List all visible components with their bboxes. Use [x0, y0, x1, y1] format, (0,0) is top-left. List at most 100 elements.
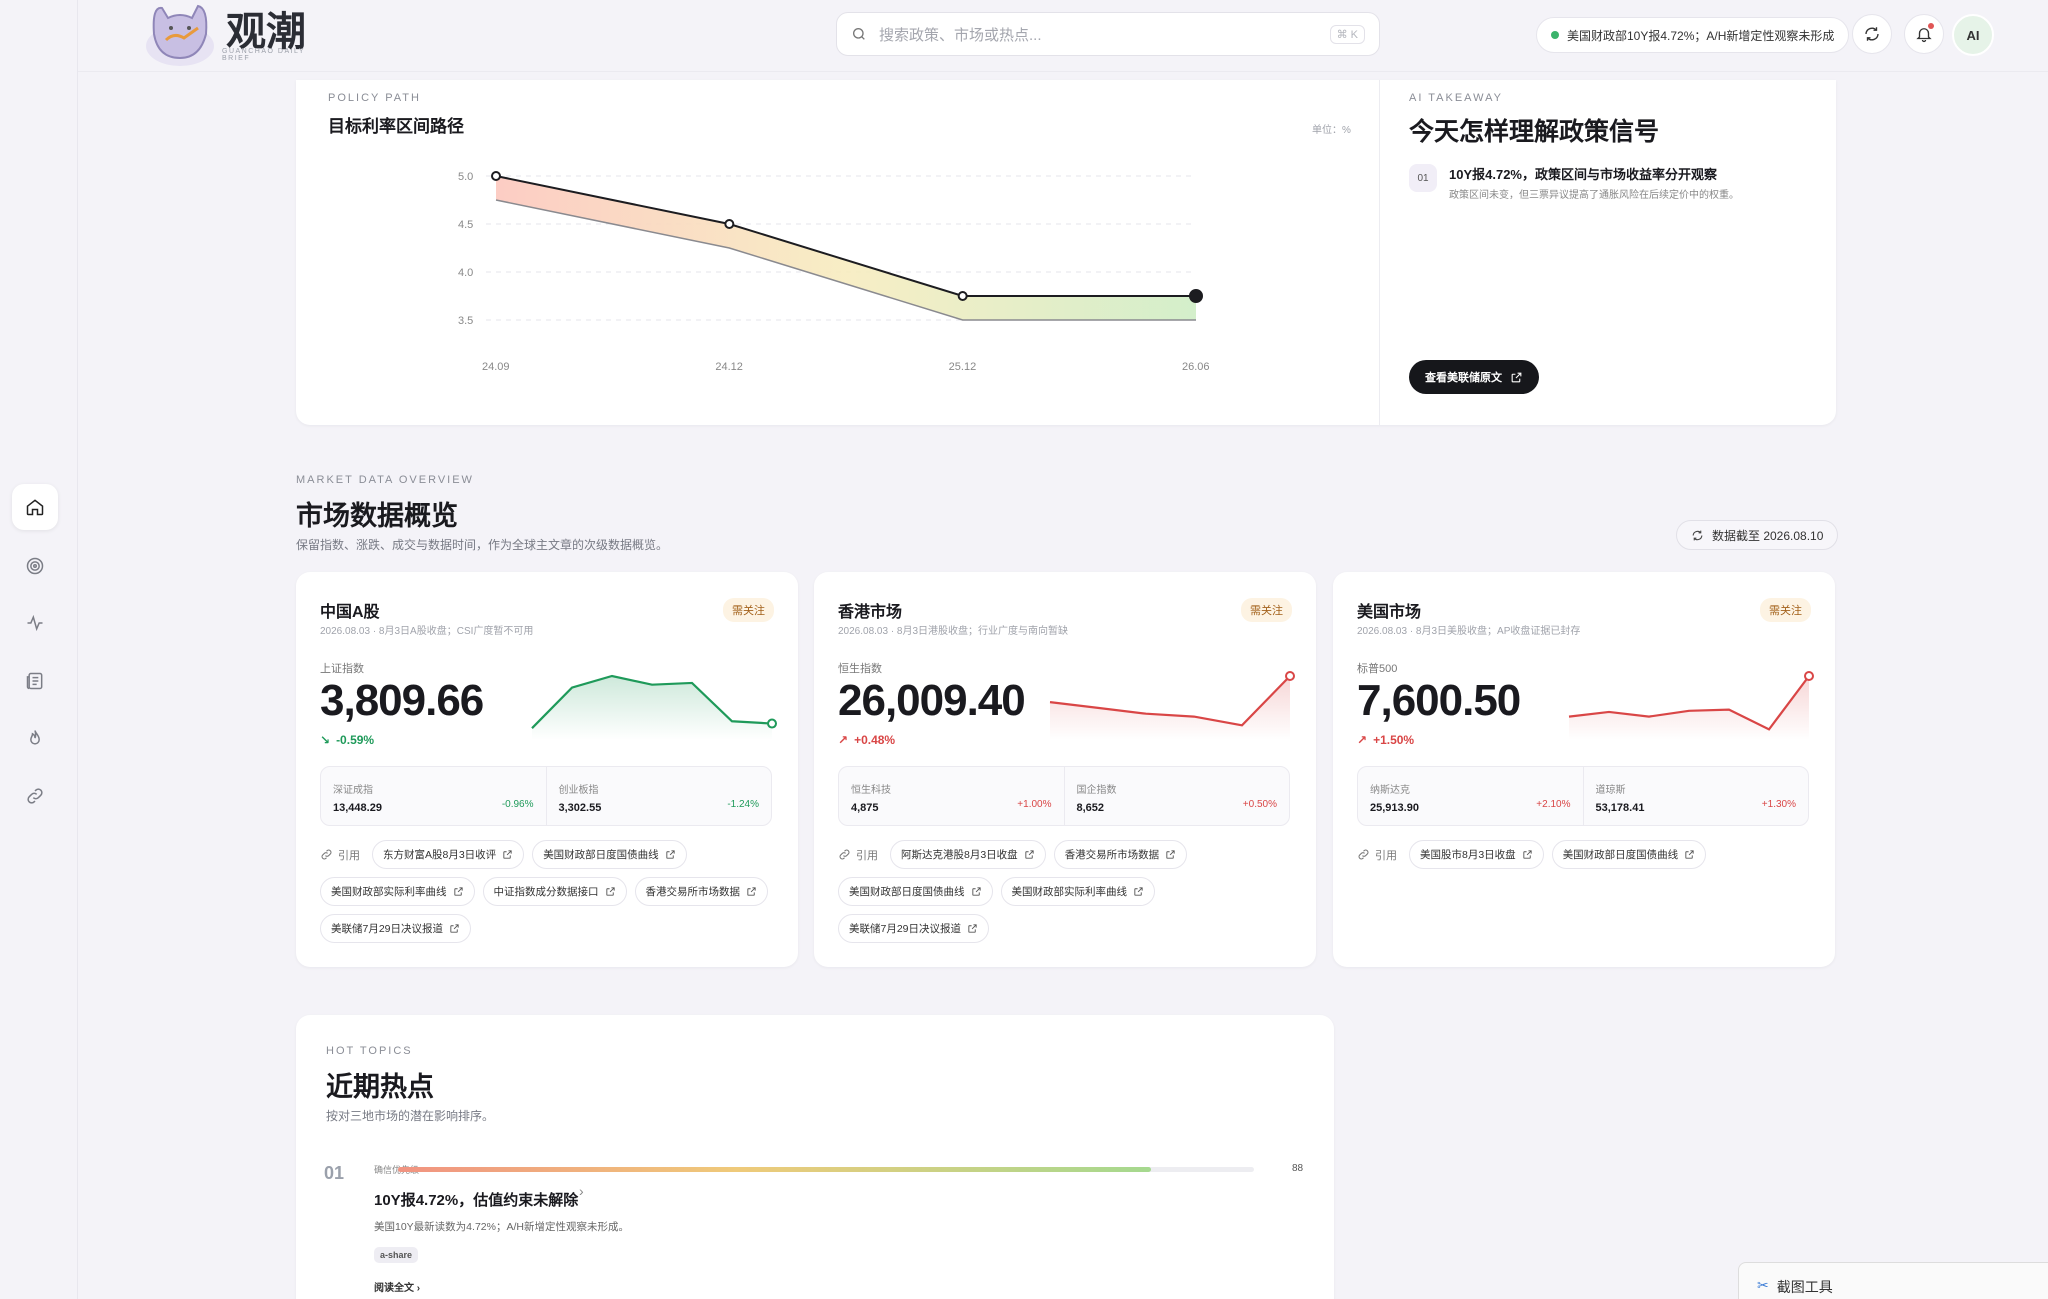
external-link-icon [1025, 850, 1034, 859]
notifications-button[interactable] [1904, 14, 1944, 54]
sub-index-change: -0.96% [501, 799, 534, 810]
x-tick-label: 26.06 [1182, 361, 1210, 373]
index-change-value: +1.50% [1373, 733, 1415, 747]
reference-chip[interactable]: 美国股市8月3日收盘 [1409, 840, 1544, 869]
sub-index[interactable]: 国企指数 8,652 +0.50% [1063, 767, 1290, 825]
activity-icon [27, 614, 43, 632]
reference-chip[interactable]: 香港交易所市场数据 [1053, 840, 1188, 869]
external-link-icon [1134, 887, 1143, 896]
sparkline-chart [1568, 671, 1814, 740]
sub-index-name: 恒生科技 [851, 785, 891, 796]
reference-chip[interactable]: 香港交易所市场数据 [634, 877, 768, 906]
sidebar-item-home[interactable] [12, 484, 58, 530]
priority-label: 确信优先级 [374, 1165, 420, 1175]
sub-index-name: 创业板指 [558, 785, 599, 796]
rate-point[interactable] [491, 171, 501, 181]
market-card: 香港市场 2026.08.03 · 8月3日港股收盘；行业广度与南向暂缺 需关注… [814, 572, 1316, 967]
sub-index[interactable]: 创业板指 3,302.55 -1.24% [545, 767, 772, 825]
policy-eyebrow: POLICY PATH [328, 92, 421, 104]
rate-point[interactable] [957, 291, 968, 301]
ai-eyebrow: AI TAKEAWAY [1409, 92, 1503, 104]
reference-label-text: 引用 [1375, 849, 1397, 862]
hot-item-tag[interactable]: a-share [374, 1247, 419, 1263]
reference-chip[interactable]: 美国财政部日度国债曲线 [1551, 840, 1707, 869]
external-link-icon [971, 887, 981, 896]
sub-index-value: 4,875 [851, 802, 879, 814]
reference-chip[interactable]: 阿斯达克港股8月3日收盘 [890, 840, 1046, 869]
refresh-icon [1865, 27, 1879, 41]
card-divider [1379, 80, 1380, 425]
external-link-icon [747, 887, 756, 896]
search-icon [853, 28, 865, 40]
sparkline-line [531, 674, 773, 729]
screenshot-tool-label: 截图工具 [1776, 1279, 1833, 1295]
sub-index[interactable]: 纳斯达克 25,913.90 +2.10% [1358, 767, 1583, 825]
sub-index[interactable]: 恒生科技 4,875 +1.00% [839, 767, 1064, 825]
sparkline-line [1049, 675, 1291, 727]
reference-chip-label: 美联储7月29日决议报道 [849, 923, 962, 935]
market-eyebrow: MARKET DATA OVERVIEW [296, 474, 474, 486]
sub-index-name: 道琼斯 [1595, 785, 1626, 796]
sub-index[interactable]: 深证成指 13,448.29 -0.96% [321, 767, 546, 825]
reference-chip[interactable]: 美联储7月29日决议报道 [838, 914, 990, 943]
sidebar-item-activity[interactable] [12, 600, 58, 646]
reference-chip[interactable]: 美国财政部日度国债曲线 [838, 877, 993, 906]
screenshot-tool-window[interactable]: ✂ 截图工具 [1738, 1262, 2048, 1299]
logo[interactable]: 观潮 GUANCHAO DAILY BRIEF [140, 0, 306, 68]
sub-index-change: +1.00% [1017, 799, 1052, 810]
view-fed-source-button[interactable]: 查看美联储原文 [1409, 360, 1539, 394]
reference-chip[interactable]: 美国财政部实际利率曲线 [320, 877, 475, 906]
app-name: 观潮 [226, 10, 306, 54]
y-tick-label: 3.5 [458, 315, 473, 327]
sub-index-value: 8,652 [1076, 802, 1105, 814]
data-date-pill[interactable]: 数据截至 2026.08.10 [1676, 520, 1839, 550]
scissors-icon: ✂ [1757, 1277, 1769, 1293]
index-value: 26,009.40 [838, 676, 1026, 725]
read-more-link[interactable]: 阅读全文 › [374, 1279, 420, 1294]
status-pill[interactable]: 美国财政部10Y报4.72%；A/H新增定性观察未形成 [1536, 17, 1850, 53]
market-subtitle: 2026.08.03 · 8月3日港股收盘；行业广度与南向暂缺 [838, 626, 1069, 637]
external-link-icon [1523, 850, 1532, 859]
sub-index-name: 深证成指 [333, 785, 373, 796]
x-tick-label: 25.12 [949, 361, 977, 373]
rate-point[interactable] [724, 219, 735, 229]
index-change-value: +0.48% [854, 733, 896, 747]
rate-point[interactable] [1189, 289, 1203, 303]
search-input[interactable]: 搜索政策、市场或热点... ⌘ K [836, 12, 1380, 56]
market-subtitle: 2026.08.03 · 8月3日美股收盘；AP收盘证据已封存 [1357, 626, 1581, 637]
reference-chip[interactable]: 美国财政部实际利率曲线 [1000, 877, 1155, 906]
cat-mascot-icon [146, 4, 214, 66]
sparkline-area [532, 676, 772, 740]
sidebar-item-news[interactable] [12, 658, 58, 704]
y-tick-label: 5.0 [458, 171, 473, 183]
reference-chip[interactable]: 美联储7月29日决议报道 [320, 914, 472, 943]
avatar[interactable]: AI [1952, 14, 1994, 56]
sub-index-box: 纳斯达克 25,913.90 +2.10% 道琼斯 53,178.41 +1.3… [1357, 766, 1809, 826]
reference-chip-label: 香港交易所市场数据 [1064, 849, 1160, 861]
external-link-icon [450, 924, 459, 933]
external-link-icon [666, 850, 675, 859]
reference-chip[interactable]: 东方财富A股8月3日收评 [372, 840, 525, 869]
market-title: 市场数据概览 [296, 501, 458, 531]
sub-index[interactable]: 道琼斯 53,178.41 +1.30% [1582, 767, 1809, 825]
y-tick-label: 4.0 [458, 267, 473, 279]
reference-chip[interactable]: 美国财政部日度国债曲线 [532, 840, 687, 869]
reference-chip-label: 东方财富A股8月3日收评 [383, 849, 497, 861]
hot-desc: 按对三地市场的潜在影响排序。 [326, 1109, 495, 1123]
watch-badge: 需关注 [1241, 598, 1292, 622]
link-icon [321, 849, 332, 860]
sub-index-value: 53,178.41 [1595, 802, 1645, 814]
chevron-right-icon: › [416, 1283, 421, 1294]
refresh-button[interactable] [1852, 14, 1892, 54]
sidebar-item-hot[interactable] [12, 715, 58, 761]
reference-chip[interactable]: 中证指数成分数据接口 [482, 877, 627, 906]
sub-index-box: 恒生科技 4,875 +1.00% 国企指数 8,652 +0.50% [838, 766, 1290, 826]
sidebar-item-links[interactable] [12, 773, 58, 819]
reference-chip-label: 美国财政部日度国债曲线 [849, 886, 965, 898]
ai-item-desc: 政策区间未变，但三票异议提高了通胀风险在后续定价中的权重。 [1449, 190, 1739, 201]
hot-item-desc: 美国10Y最新读数为4.72%；A/H新增定性观察未形成。 [374, 1221, 629, 1233]
sub-index-change: +1.30% [1761, 799, 1796, 810]
policy-card: POLICY PATH 目标利率区间路径 单位：% 5.0 4.5 4.0 3.5 24… [296, 80, 1836, 425]
sidebar-item-target[interactable] [12, 543, 58, 589]
reference-chip-label: 美国股市8月3日收盘 [1420, 849, 1516, 861]
